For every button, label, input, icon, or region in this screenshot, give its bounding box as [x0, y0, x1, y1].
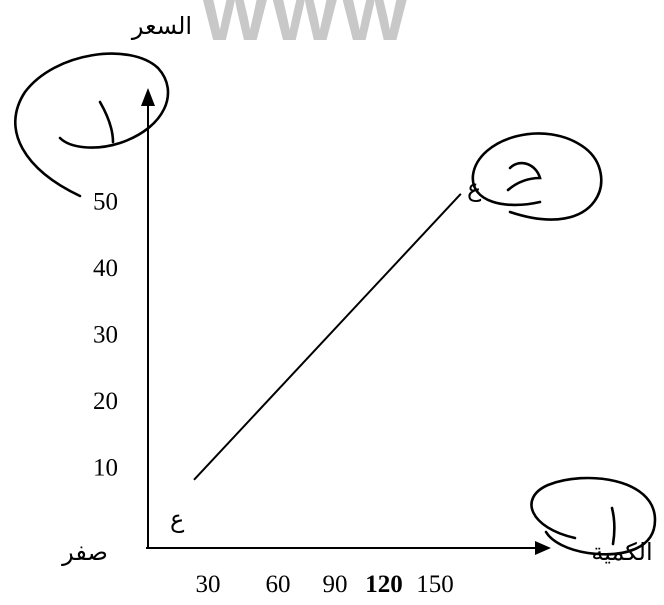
x-tick-label: 30	[196, 571, 221, 598]
mark-stroke	[98, 100, 115, 144]
circle-stroke	[471, 132, 603, 221]
line-start-label: ع	[170, 505, 185, 533]
y-axis-arrow	[141, 88, 155, 106]
x-tick-label: 120	[365, 571, 403, 598]
x-tick-label: 90	[323, 571, 348, 598]
circle-stroke	[14, 52, 170, 198]
x-axis-arrow	[535, 541, 551, 555]
origin-label: صفر	[61, 538, 108, 566]
y-tick-label: 40	[93, 255, 118, 282]
x-tick-labels: 30 60 90 120 150	[196, 571, 454, 598]
y-tick-label: 30	[93, 322, 118, 349]
circled-mark-y-axis: ١	[14, 52, 170, 198]
y-tick-labels: 10 20 30 40 50	[93, 189, 118, 482]
x-tick-label: 60	[266, 571, 291, 598]
mark-stroke	[610, 506, 616, 546]
y-tick-label: 10	[93, 455, 118, 482]
y-tick-label: 20	[93, 388, 118, 415]
mark-stroke	[506, 161, 542, 192]
x-tick-label: 150	[416, 571, 454, 598]
watermark: WWW	[200, 0, 410, 56]
supply-line	[193, 193, 462, 481]
circle-stroke	[530, 476, 657, 556]
y-axis-label: السعر	[131, 12, 192, 40]
circled-mark-x-axis: ١	[530, 476, 657, 556]
y-tick-label: 50	[93, 189, 118, 216]
circled-mark-curve: ٢	[471, 132, 603, 221]
